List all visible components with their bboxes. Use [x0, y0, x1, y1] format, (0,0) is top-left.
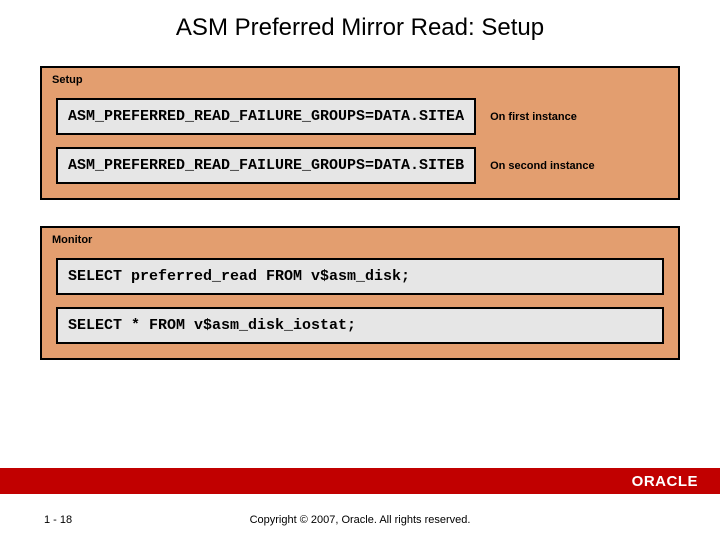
code-note: On second instance	[486, 160, 664, 172]
footer-text: 1 - 18 Copyright © 2007, Oracle. All rig…	[0, 514, 720, 526]
setup-row: ASM_PREFERRED_READ_FAILURE_GROUPS=DATA.S…	[56, 147, 664, 184]
setup-row: ASM_PREFERRED_READ_FAILURE_GROUPS=DATA.S…	[56, 98, 664, 135]
code-box: ASM_PREFERRED_READ_FAILURE_GROUPS=DATA.S…	[56, 98, 476, 135]
page-number: 1 - 18	[44, 514, 72, 526]
code-box: SELECT preferred_read FROM v$asm_disk;	[56, 258, 664, 295]
code-box: ASM_PREFERRED_READ_FAILURE_GROUPS=DATA.S…	[56, 147, 476, 184]
monitor-row: SELECT * FROM v$asm_disk_iostat;	[56, 307, 664, 344]
code-note: On first instance	[486, 111, 664, 123]
monitor-panel: Monitor SELECT preferred_read FROM v$asm…	[40, 226, 680, 360]
copyright: Copyright © 2007, Oracle. All rights res…	[0, 514, 720, 526]
setup-label: Setup	[52, 74, 83, 86]
oracle-logo: ORACLE	[632, 473, 698, 490]
monitor-row: SELECT preferred_read FROM v$asm_disk;	[56, 258, 664, 295]
slide-title: ASM Preferred Mirror Read: Setup	[0, 0, 720, 42]
monitor-label: Monitor	[52, 234, 92, 246]
code-box: SELECT * FROM v$asm_disk_iostat;	[56, 307, 664, 344]
setup-panel: Setup ASM_PREFERRED_READ_FAILURE_GROUPS=…	[40, 66, 680, 200]
footer-bar: ORACLE	[0, 468, 720, 494]
